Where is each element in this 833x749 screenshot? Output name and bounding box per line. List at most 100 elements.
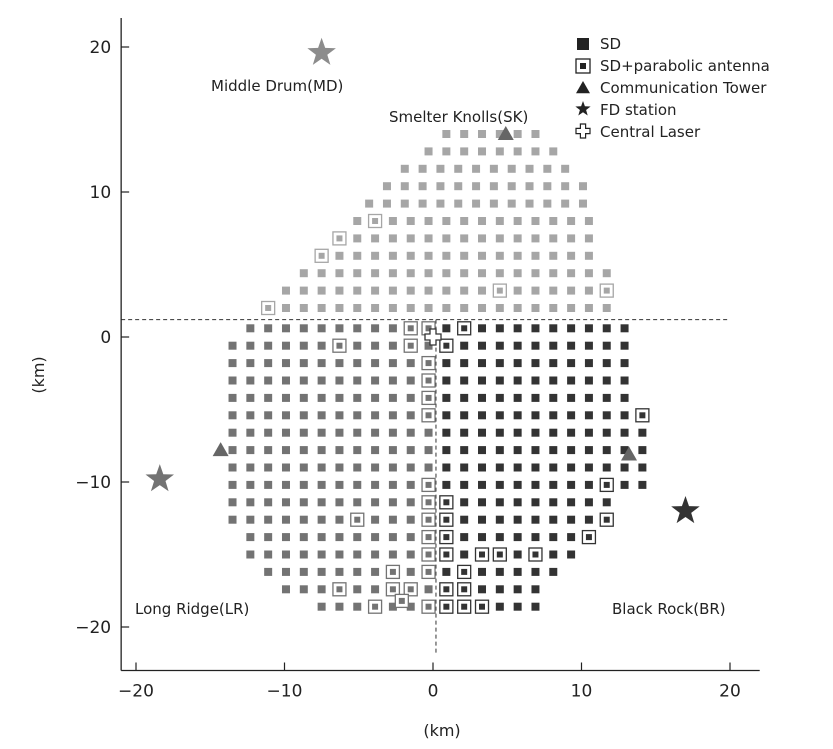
sd-marker	[264, 446, 273, 455]
sd-marker	[460, 411, 469, 420]
sd-marker	[406, 550, 415, 559]
sd-marker	[567, 428, 576, 437]
sd-marker	[531, 341, 540, 350]
sd-marker	[461, 586, 468, 593]
sd-marker	[460, 550, 469, 559]
sd-marker	[317, 411, 326, 420]
sd-marker	[281, 585, 290, 594]
sd-marker	[281, 376, 290, 385]
sd-marker	[478, 147, 487, 156]
sd-marker	[513, 147, 522, 156]
sd-marker	[418, 182, 427, 191]
sd-marker	[228, 393, 237, 402]
sd-marker	[584, 393, 593, 402]
sd-marker	[584, 324, 593, 333]
sd-marker	[531, 359, 540, 368]
sd-marker	[460, 480, 469, 489]
sd-antenna-marker	[421, 495, 436, 510]
sd-marker	[398, 597, 405, 604]
sd-marker	[317, 550, 326, 559]
sd-marker	[478, 130, 487, 138]
sd-marker	[228, 480, 237, 489]
sd-marker	[460, 341, 469, 350]
sd-marker	[602, 376, 611, 385]
sd-marker	[406, 567, 415, 576]
sd-marker	[281, 498, 290, 507]
sd-marker	[371, 286, 380, 295]
sd-marker	[460, 359, 469, 368]
sd-marker	[507, 164, 516, 173]
sd-antenna-marker	[439, 547, 454, 562]
sd-antenna-marker	[492, 547, 507, 562]
sd-marker	[602, 359, 611, 368]
legend-marker-sd-antenna-core	[580, 63, 586, 69]
sd-marker	[246, 411, 255, 420]
sd-marker	[442, 130, 451, 138]
sd-marker	[620, 341, 629, 350]
sd-marker	[264, 376, 273, 385]
sd-marker	[442, 324, 451, 333]
sd-marker	[495, 585, 504, 594]
sd-marker	[436, 199, 445, 208]
sd-marker	[425, 603, 432, 610]
sd-marker	[354, 516, 361, 523]
sd-marker	[443, 342, 450, 349]
sd-marker	[371, 269, 380, 278]
sd-marker	[639, 412, 646, 419]
sd-marker	[299, 498, 308, 507]
sd-marker	[543, 182, 552, 191]
sd-antenna-marker	[474, 547, 490, 562]
sd-marker	[584, 515, 593, 524]
sd-marker	[460, 130, 469, 138]
x-tick-label: −20	[118, 682, 154, 702]
sd-marker	[461, 568, 468, 575]
sd-marker	[228, 376, 237, 385]
sd-marker	[317, 376, 326, 385]
sd-marker	[336, 342, 343, 349]
sd-marker	[549, 567, 558, 576]
sd-marker	[584, 341, 593, 350]
sd-marker	[602, 304, 611, 312]
sd-marker	[406, 515, 415, 524]
sd-marker	[478, 498, 487, 507]
sd-marker	[567, 359, 576, 368]
sd-marker	[620, 446, 629, 455]
sd-marker	[531, 602, 540, 611]
sd-marker	[371, 359, 380, 368]
sd-marker	[299, 393, 308, 402]
sd-marker	[424, 286, 433, 295]
sd-marker	[567, 480, 576, 489]
sd-marker	[281, 359, 290, 368]
sd-marker	[489, 199, 498, 208]
sd-marker	[407, 325, 414, 332]
sd-marker	[335, 480, 344, 489]
sd-antenna-marker	[439, 512, 454, 527]
sd-marker	[335, 446, 344, 455]
x-tick-label: 20	[719, 682, 741, 702]
sd-marker	[388, 393, 397, 402]
sd-antenna-marker	[457, 564, 472, 580]
sd-marker	[584, 359, 593, 368]
sd-antenna-marker	[367, 213, 383, 229]
sd-marker	[371, 393, 380, 402]
sd-marker	[281, 393, 290, 402]
axis-ticks: −20 −10 0 10 20 20 10 0 −10 −20	[75, 38, 741, 702]
sd-marker	[299, 515, 308, 524]
sd-marker	[478, 567, 487, 576]
sd-marker	[531, 411, 540, 420]
sd-marker	[567, 234, 576, 243]
sd-marker	[495, 269, 504, 278]
sd-marker	[443, 551, 450, 558]
sd-marker	[567, 251, 576, 260]
station-labels: Middle Drum(MD) Smelter Knolls(SK) Long …	[135, 77, 726, 618]
sd-marker	[543, 199, 552, 208]
sd-marker	[513, 217, 522, 225]
sd-marker	[246, 341, 255, 350]
sd-marker	[531, 393, 540, 402]
fd-station-star	[307, 37, 336, 65]
sd-marker	[513, 515, 522, 524]
sd-marker	[436, 182, 445, 191]
sd-marker	[382, 182, 391, 191]
sd-marker	[353, 286, 362, 295]
sd-marker	[336, 586, 343, 593]
